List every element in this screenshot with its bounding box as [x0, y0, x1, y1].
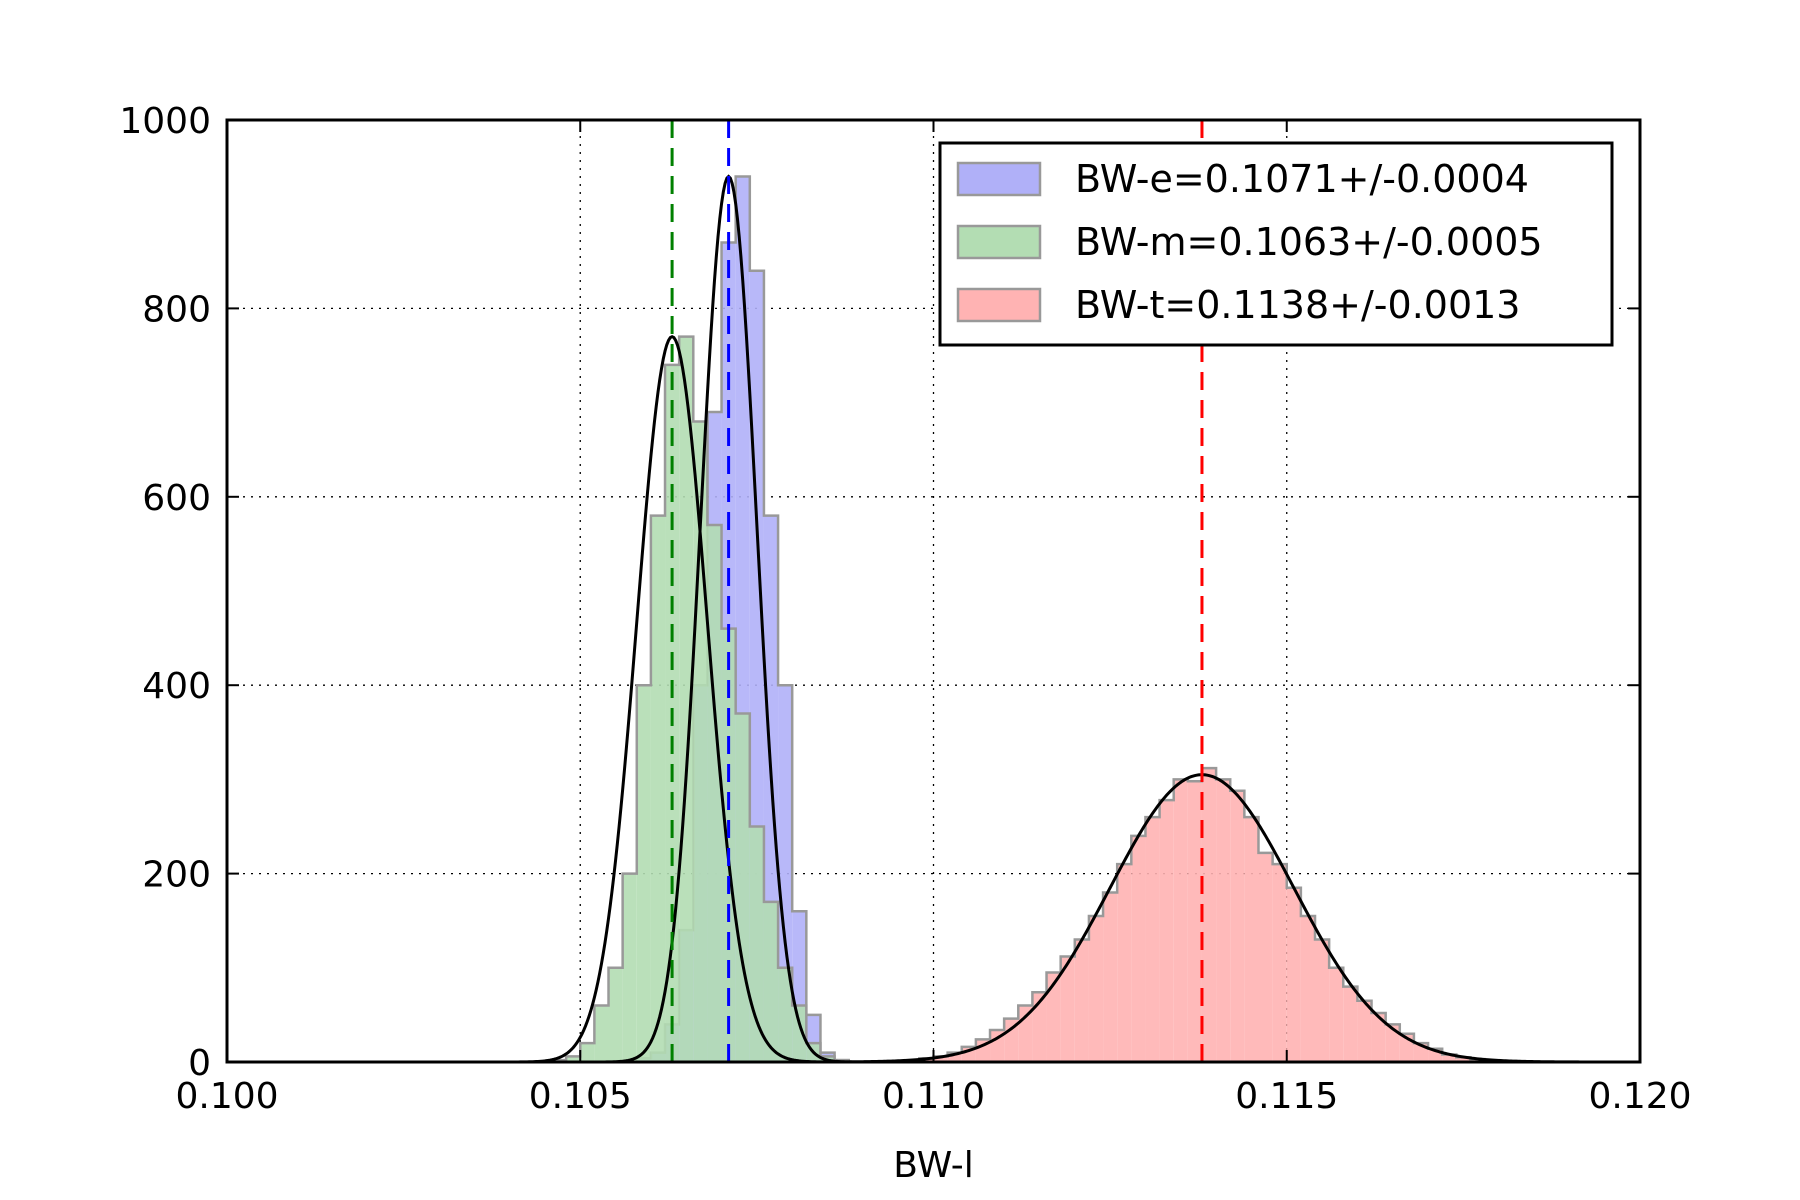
histogram-bar [778, 967, 793, 1062]
histogram-bar [1258, 852, 1273, 1062]
histogram-bar [1173, 779, 1188, 1062]
histogram-bar [707, 525, 722, 1062]
histogram-bar [1315, 939, 1330, 1062]
histogram-bar [594, 1005, 609, 1062]
histogram-bars [550, 175, 1500, 1064]
axis-ticks: 0.100 0.105 0.110 0.115 0.120 0 200 400 600 800 10… [119, 101, 1691, 1117]
y-tick-label: 1000 [119, 101, 211, 142]
y-tick-label: 400 [142, 666, 211, 707]
histogram-bar [1131, 835, 1146, 1062]
histogram-bar [1074, 939, 1089, 1062]
histogram-bar [679, 336, 694, 1062]
histogram-bar [650, 515, 666, 1062]
histogram-bar [763, 901, 779, 1062]
x-tick-label: 0.105 [529, 1076, 632, 1117]
histogram-bar [1201, 768, 1217, 1062]
histogram-bar [608, 967, 623, 1062]
histogram-bar [622, 873, 637, 1062]
y-tick-label: 0 [188, 1043, 211, 1084]
histogram-bar [1286, 887, 1301, 1062]
x-tick-label: 0.100 [175, 1076, 278, 1117]
histogram-bar [1187, 781, 1202, 1062]
histogram-bar [1456, 1057, 1471, 1062]
histogram-bar [580, 1043, 595, 1062]
x-tick-label: 0.120 [1588, 1076, 1691, 1117]
histogram-bar [1371, 1013, 1386, 1062]
histogram-bar [792, 1005, 807, 1062]
histogram-bar [1060, 956, 1075, 1062]
histogram-bar [1230, 790, 1245, 1062]
histogram-bar [749, 826, 764, 1062]
histogram-bar [636, 685, 651, 1062]
y-tick-label: 600 [142, 478, 211, 519]
legend-label: BW-t=0.1138+/-0.0013 [1075, 283, 1520, 327]
y-tick-label: 800 [142, 289, 211, 330]
histogram-bar [1159, 800, 1174, 1062]
x-axis-label: BW-l [893, 1145, 974, 1186]
histogram-bar [947, 1052, 962, 1062]
histogram-bar [735, 713, 750, 1062]
histogram-bar [1272, 864, 1287, 1062]
histogram-bar [1032, 992, 1047, 1062]
histogram-bar [1046, 972, 1061, 1062]
histogram-bar [1103, 892, 1118, 1062]
histogram-bar [1343, 986, 1358, 1062]
histogram-bar [1088, 915, 1104, 1062]
legend-swatch [956, 224, 1042, 260]
histogram-bar [721, 628, 736, 1062]
histogram-bar [1329, 967, 1344, 1062]
histogram-bar [1145, 817, 1160, 1062]
legend: BW-e=0.1071+/-0.0004 BW-m=0.1063+/-0.0005… [938, 141, 1614, 347]
legend-swatch [956, 161, 1042, 197]
histogram-bar [1244, 817, 1259, 1062]
legend-box [938, 141, 1614, 347]
y-tick-label: 200 [142, 855, 211, 896]
histogram-bar [566, 1056, 581, 1062]
histogram-bar [1117, 864, 1132, 1062]
legend-label: BW-e=0.1071+/-0.0004 [1075, 157, 1529, 201]
histogram-bar [1357, 1000, 1372, 1062]
legend-swatch [956, 287, 1042, 323]
histogram-bar [1216, 779, 1231, 1062]
legend-label: BW-m=0.1063+/-0.0005 [1075, 220, 1543, 264]
x-tick-label: 0.115 [1235, 1076, 1338, 1117]
histogram-bar [990, 1029, 1005, 1062]
histogram-bar [1300, 915, 1316, 1062]
histogram-bar [933, 1056, 948, 1062]
x-tick-label: 0.110 [882, 1076, 985, 1117]
histogram-bar [1442, 1054, 1457, 1062]
histogram-outline [550, 335, 850, 1062]
histogram-bar [1385, 1024, 1400, 1062]
